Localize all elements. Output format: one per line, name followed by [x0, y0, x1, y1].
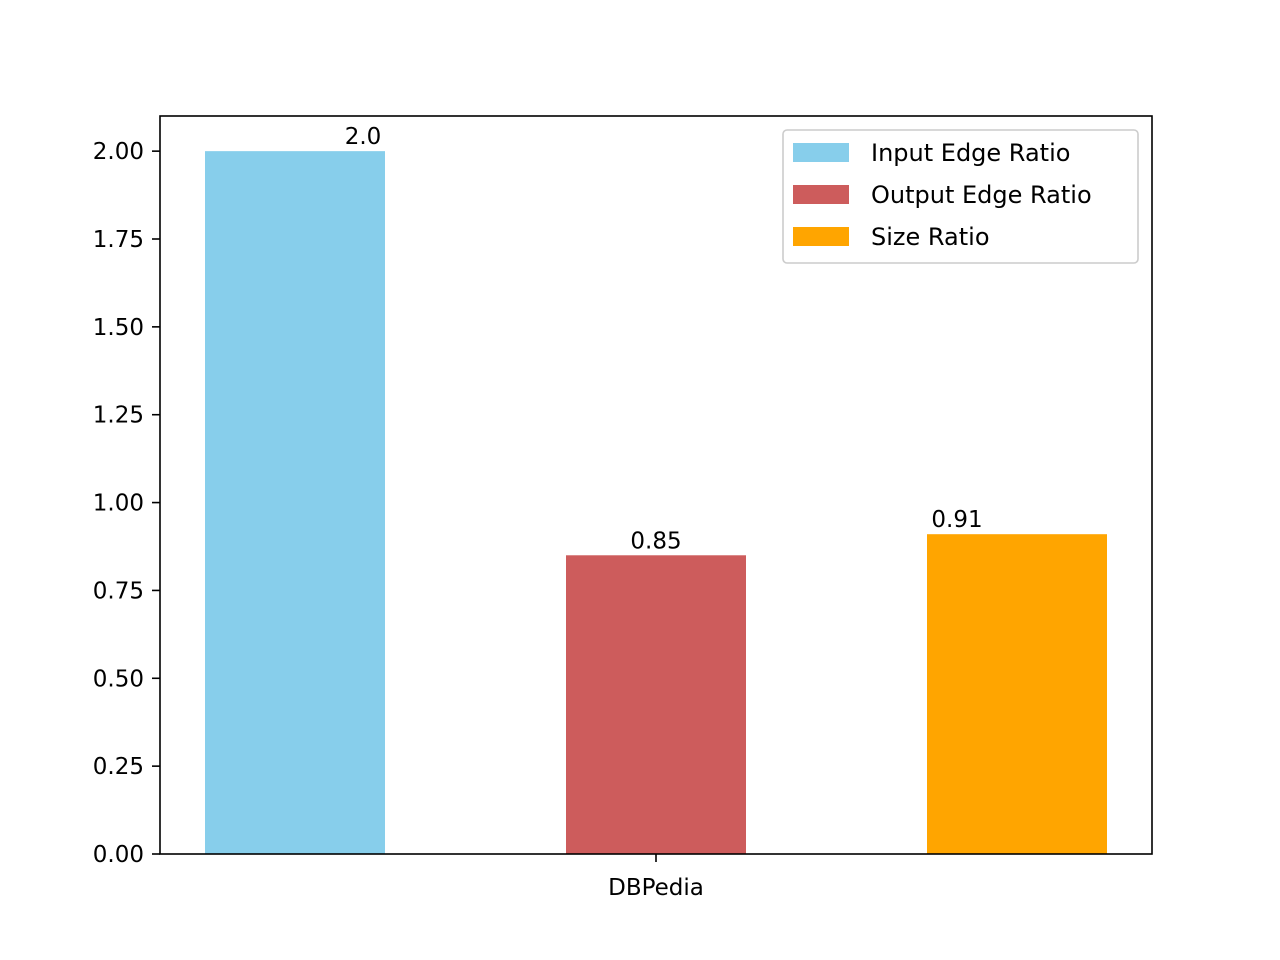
y-tick-label: 0.00: [93, 842, 144, 868]
y-tick-label: 0.75: [93, 578, 144, 604]
legend-items: Input Edge Ratio Output Edge Ratio Size Ra…: [793, 139, 1092, 251]
legend-box: [782, 129, 1139, 264]
bar-output-edge-ratio: [566, 555, 746, 854]
bar-size-ratio: [927, 534, 1107, 854]
legend-swatch: [793, 143, 849, 162]
bar-input-edge-ratio: [205, 151, 385, 855]
bar-value-label: 2.0: [345, 124, 382, 150]
y-tick-label: 1.75: [93, 227, 144, 253]
legend-label: Output Edge Ratio: [871, 181, 1092, 209]
legend-label: Size Ratio: [871, 223, 990, 251]
bars-group: [205, 151, 1107, 855]
bar-value-label: 0.91: [931, 507, 982, 533]
y-axis: 0.00 0.25 0.50 0.75 1.00 1.25 1.50 1.75 2.00: [93, 139, 160, 868]
bar-labels-group: 2.0 0.85 0.91: [345, 124, 983, 554]
x-tick-label: DBPedia: [608, 875, 704, 901]
y-tick-label: 1.25: [93, 403, 144, 429]
legend-swatch: [793, 227, 849, 246]
y-tick-label: 2.00: [93, 139, 144, 165]
legend: Input Edge Ratio Output Edge Ratio Size Ra…: [782, 129, 1139, 264]
y-tick-label: 0.50: [93, 666, 144, 692]
y-tick-label: 1.50: [93, 315, 144, 341]
bar-value-label: 0.85: [630, 528, 681, 554]
x-axis: DBPedia: [608, 854, 704, 901]
legend-swatch: [793, 185, 849, 204]
y-tick-label: 0.25: [93, 754, 144, 780]
legend-label: Input Edge Ratio: [871, 139, 1070, 167]
y-tick-label: 1.00: [93, 491, 144, 517]
